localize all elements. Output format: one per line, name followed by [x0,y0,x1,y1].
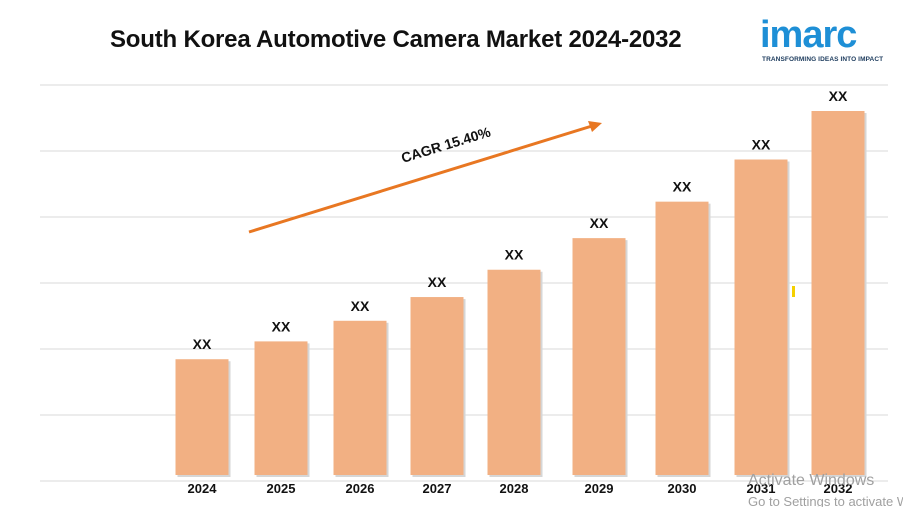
x-tick-label: 2032 [824,481,853,496]
bars [175,111,867,478]
bar-2026 [333,320,387,475]
logo-tagline: TRANSFORMING IDEAS INTO IMPACT [762,56,884,63]
imarc-logo: imarc TRANSFORMING IDEAS INTO IMPACT [760,10,890,66]
watermark-line2: Go to Settings to activate Windows. [748,494,903,507]
chart-title: South Korea Automotive Camera Market 202… [110,26,682,53]
bar-value-label: XX [193,336,212,352]
bar-2027 [410,297,464,475]
x-tick-label: 2027 [423,481,452,496]
bar-value-label: XX [272,318,291,334]
bar-value-label: XX [351,298,370,314]
x-tick-label: 2028 [500,481,529,496]
x-tick-label: 2026 [346,481,375,496]
x-tick-label: 2031 [747,481,776,496]
bar-2031 [734,159,788,475]
bar-value-label: XX [829,88,848,104]
marker [792,286,795,297]
x-tick-label: 2029 [585,481,614,496]
windows-watermark: Activate Windows Go to Settings to activ… [748,472,903,507]
watermark-line1: Activate Windows [748,472,874,489]
x-tick-label: 2025 [267,481,296,496]
bar-2024 [175,359,229,475]
cagr-arrow [248,124,593,234]
bar-2028 [487,269,541,475]
cagr-annotation: CAGR 15.40% [248,121,602,234]
bar-value-labels: XX XX XX XX XX XX XX XX XX [193,88,848,352]
logo-wordmark: imarc [760,14,857,56]
bar-value-label: XX [673,179,692,195]
cagr-arrowhead [588,121,602,132]
bar-2029 [572,238,626,475]
bar-2030 [655,201,709,476]
bar-value-label: XX [590,215,609,231]
x-tick-label: 2030 [668,481,697,496]
bar-value-label: XX [428,274,447,290]
bar-2032 [811,111,865,475]
bar-value-label: XX [752,137,771,153]
x-axis-tick-labels: 2024 2025 2026 2027 2028 2029 2030 2031 2032 [188,481,853,496]
bar-2025 [254,341,308,475]
bar-value-label: XX [505,247,524,263]
x-tick-label: 2024 [188,481,218,496]
